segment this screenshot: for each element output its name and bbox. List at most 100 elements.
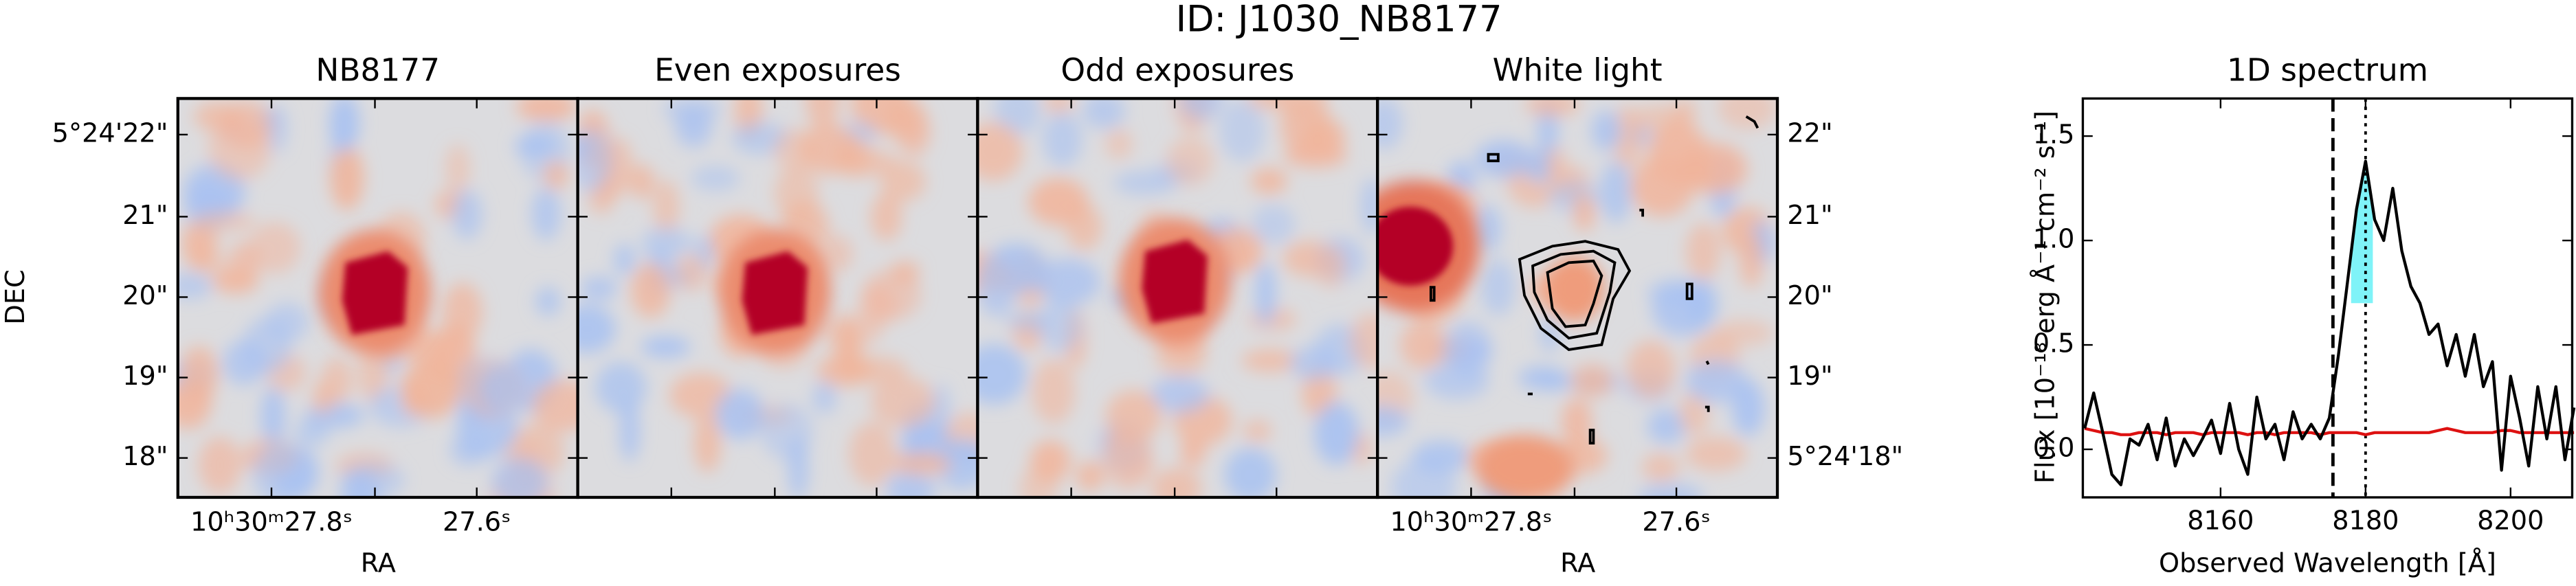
dec-tick-label: 21" — [1787, 201, 1832, 231]
noise-blob — [1518, 366, 1564, 390]
panel-title: Odd exposures — [1061, 52, 1294, 89]
x-tick-label: 8200 — [2477, 506, 2544, 536]
plot-frame — [2081, 97, 2574, 499]
noise-blob — [619, 400, 641, 462]
noise-blob — [179, 346, 219, 403]
contour — [1487, 153, 1500, 163]
noise-blob — [1255, 262, 1276, 326]
ra-label: RA — [1560, 548, 1595, 578]
noise-blob — [515, 98, 577, 122]
noise-blob — [630, 164, 655, 200]
noise-blob — [1247, 98, 1291, 110]
dec-tick-label: 20" — [1787, 281, 1832, 311]
noise-blob — [885, 471, 935, 497]
image-panels: NB8177 Even exposures Odd exposures White l… — [52, 52, 1903, 579]
noise-blob — [774, 166, 819, 222]
noise-blob — [243, 317, 291, 374]
noise-blob — [1570, 364, 1614, 398]
noise-blob — [190, 253, 225, 273]
noise-blob — [1647, 409, 1687, 444]
noise-blob — [1377, 98, 1403, 150]
noise-blob — [358, 342, 389, 403]
dec-tick-label: 19" — [1787, 361, 1832, 392]
noise-blob — [442, 282, 482, 343]
noise-blob — [1612, 105, 1643, 169]
noise-blob — [252, 442, 313, 497]
noise-blob — [806, 98, 839, 128]
contour — [1705, 405, 1710, 412]
figure-title: ID: J1030_NB8177 — [1176, 0, 1502, 41]
contour — [1705, 360, 1710, 365]
noise-blob — [1280, 98, 1332, 156]
noise-blob — [1241, 349, 1300, 372]
noise-blob — [1283, 144, 1348, 168]
noise-blob — [445, 144, 471, 193]
noise-blob — [1043, 98, 1074, 113]
noise-blob — [835, 137, 874, 178]
noise-blob — [479, 363, 523, 415]
noise-blob — [1475, 140, 1533, 178]
noise-blob — [1290, 346, 1338, 381]
noise-blob — [1113, 170, 1177, 195]
noise-blob — [577, 304, 616, 353]
contour — [1588, 429, 1595, 445]
noise-blob — [535, 286, 561, 317]
x-axis-label: Observed Wavelength [Å] — [2159, 546, 2496, 578]
chart-title: 1D spectrum — [2227, 52, 2428, 89]
contour — [1546, 259, 1603, 328]
noise-blob — [219, 100, 274, 150]
noise-blob — [452, 189, 482, 240]
noise-blob — [715, 388, 765, 440]
noise-blob — [1251, 204, 1296, 245]
noise-blob — [1481, 259, 1515, 316]
noise-blob — [1630, 156, 1694, 217]
noise-blob — [885, 98, 926, 143]
noise-blob — [1219, 99, 1265, 162]
noise-blob — [1035, 258, 1101, 306]
noise-blob — [1166, 137, 1214, 186]
noise-blob — [891, 452, 953, 475]
panel-title: Even exposures — [654, 52, 901, 89]
noise-blob — [1685, 223, 1721, 281]
noise-blob — [212, 267, 259, 294]
dec-tick-label: 18" — [122, 442, 168, 472]
noise-blob — [1685, 436, 1746, 471]
x-tick-label: 8180 — [2332, 506, 2399, 536]
ra-tick-label: 10ʰ30ᵐ27.8ˢ — [190, 508, 353, 538]
contour — [1745, 115, 1759, 129]
noise-blob — [1472, 205, 1502, 252]
noise-blob — [977, 343, 1027, 405]
image-panel — [977, 98, 1378, 497]
noise-blob — [1626, 340, 1676, 398]
noise — [577, 98, 978, 497]
noise-blob — [977, 252, 1017, 317]
noise-blob — [849, 422, 896, 486]
noise-blob — [304, 403, 365, 428]
noise-blob — [1151, 468, 1202, 497]
noise-blob — [1032, 359, 1076, 425]
halo — [1544, 256, 1604, 322]
noise-blob — [641, 227, 691, 258]
noise-blob — [1561, 398, 1592, 447]
noise-blob — [1076, 461, 1104, 492]
noise-blob — [1573, 193, 1595, 232]
panel-title: White light — [1493, 52, 1663, 89]
noise-blob — [1712, 319, 1774, 346]
noise-blob — [1179, 437, 1206, 468]
noise-blob — [817, 234, 854, 273]
noise-blob — [193, 211, 256, 232]
ra-label: RA — [361, 548, 396, 578]
noise-blob — [1150, 376, 1210, 414]
noise-blob — [340, 462, 406, 497]
noise-blob — [1030, 440, 1071, 483]
noise-blob — [1243, 420, 1272, 442]
series-line — [2084, 427, 2575, 436]
noise-blob — [248, 221, 301, 274]
noise-blob — [1038, 300, 1082, 352]
noise-blob — [1641, 453, 1680, 482]
source — [342, 251, 408, 335]
noise-blob — [1600, 160, 1632, 223]
contour — [1429, 286, 1436, 302]
